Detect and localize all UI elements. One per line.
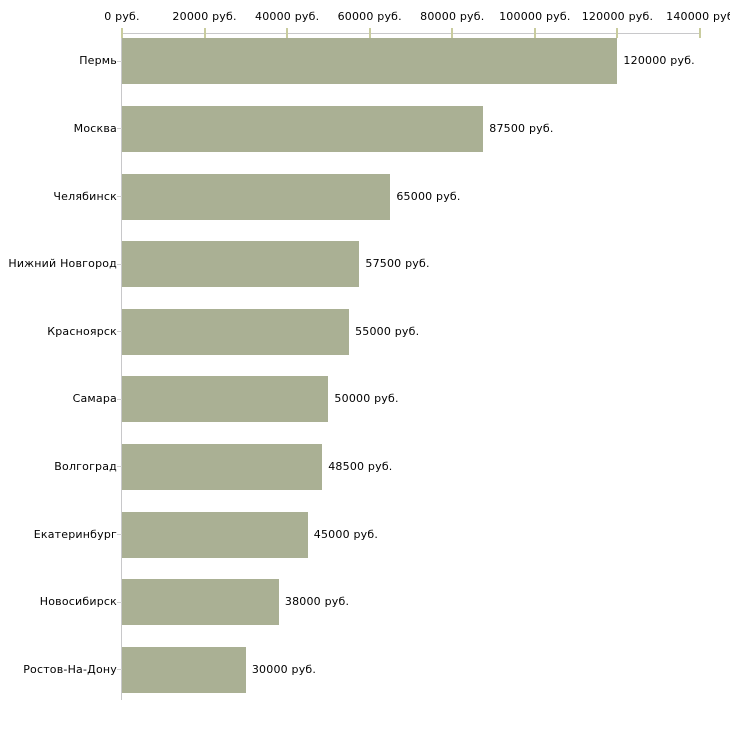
x-axis-tick — [368, 28, 371, 38]
x-axis-tick — [533, 28, 536, 38]
category-tick — [117, 331, 122, 333]
category-label: Екатеринбург — [33, 527, 117, 541]
x-axis-tick — [616, 28, 619, 38]
category-label: Пермь — [79, 54, 117, 68]
bar-value-label: 48500 руб. — [328, 459, 393, 473]
bar-value-label: 87500 руб. — [489, 121, 554, 135]
category-tick — [117, 466, 122, 468]
category-tick — [117, 398, 122, 400]
x-axis-tick — [451, 28, 454, 38]
x-axis-tick-label: 120000 руб. — [581, 10, 654, 23]
category-tick — [117, 669, 122, 671]
bar — [122, 511, 308, 558]
y-axis-line — [121, 33, 122, 700]
x-axis-line — [121, 33, 701, 34]
category-tick — [117, 601, 122, 603]
x-axis-tick-label: 40000 руб. — [255, 10, 320, 23]
bar-value-label: 30000 руб. — [251, 662, 317, 676]
bar — [122, 443, 323, 490]
bar — [122, 173, 391, 220]
category-tick — [117, 534, 122, 535]
category-label: Волгоград — [54, 459, 117, 473]
x-axis-tick-label: 20000 руб. — [172, 10, 237, 23]
x-axis-tick-label: 0 руб. — [104, 10, 140, 23]
x-axis-tick — [203, 28, 206, 38]
category-tick — [117, 128, 122, 130]
bar — [122, 646, 246, 693]
bar-value-label: 65000 руб. — [396, 189, 461, 203]
bar-value-label: 120000 руб. — [623, 54, 695, 68]
category-label: Нижний Новгород — [8, 257, 117, 271]
x-axis-tick — [121, 28, 123, 38]
category-label: Самара — [72, 392, 117, 406]
x-axis-tick-label: 60000 руб. — [337, 10, 402, 23]
bar-value-label: 55000 руб. — [355, 324, 420, 338]
category-tick — [117, 263, 122, 265]
x-axis-tick-label: 80000 руб. — [420, 10, 485, 23]
x-axis-tick-label: 100000 руб. — [499, 10, 571, 23]
bar — [122, 308, 350, 355]
x-axis-tick — [699, 28, 701, 38]
bar — [122, 38, 618, 85]
category-label: Челябинск — [53, 189, 117, 203]
bar-value-label: 57500 руб. — [365, 257, 430, 271]
category-label: Ростов-На-Дону — [23, 662, 117, 676]
bar — [122, 579, 279, 626]
category-label: Красноярск — [47, 324, 117, 338]
category-tick — [117, 60, 122, 62]
bar-value-label: 45000 руб. — [313, 527, 379, 541]
category-label: Новосибирск — [39, 595, 117, 609]
bar-value-label: 50000 руб. — [334, 392, 399, 406]
x-axis-tick-label: 140000 руб — [666, 10, 730, 23]
bar — [122, 241, 360, 288]
x-axis-tick — [286, 28, 289, 38]
bar-value-label: 38000 руб. — [284, 595, 350, 609]
category-label: Москва — [73, 121, 117, 135]
category-tick — [117, 196, 122, 197]
bar — [122, 376, 329, 423]
bar — [122, 105, 484, 152]
